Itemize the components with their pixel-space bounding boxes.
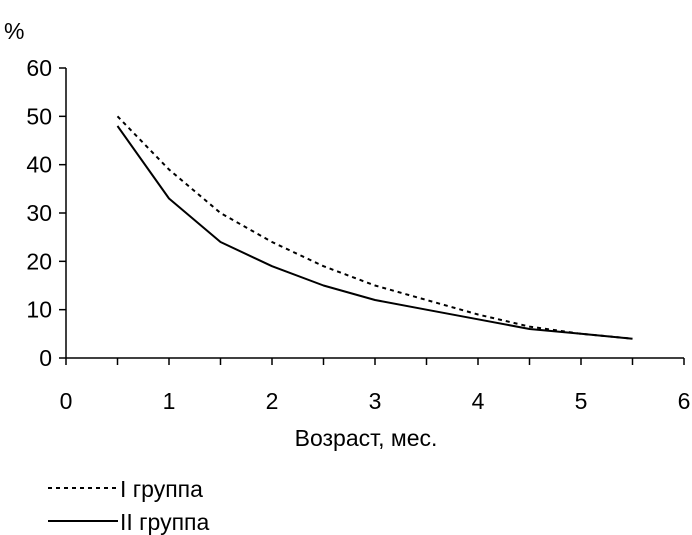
y-tick-label: 20	[26, 248, 52, 274]
y-tick-label: 0	[39, 345, 52, 371]
legend-item-1: I группа	[48, 476, 203, 502]
x-tick-label: 3	[369, 388, 382, 414]
x-axis-title: Возраст, мес.	[295, 425, 438, 451]
x-tick-label: 1	[163, 388, 176, 414]
chart-ticks: 0 10 20 30 40 50 60 0 1 2 3 4 5 6	[26, 55, 690, 414]
x-tick-label: 6	[678, 388, 691, 414]
y-tick-label: 40	[26, 152, 52, 178]
x-tick-label: 5	[575, 388, 588, 414]
legend-label-2: II группа	[120, 509, 210, 535]
x-tick-label: 2	[266, 388, 279, 414]
x-tick-label: 0	[60, 388, 73, 414]
y-tick-label: 10	[26, 297, 52, 323]
y-tick-label: 30	[26, 200, 52, 226]
series-line-2	[116, 125, 633, 340]
y-tick-label: 60	[26, 55, 52, 81]
y-tick-label: 50	[26, 103, 52, 129]
x-tick-label: 4	[472, 388, 485, 414]
chart-series	[116, 115, 633, 340]
legend-label-1: I группа	[120, 476, 203, 502]
legend: I группа II группа	[48, 476, 210, 535]
chart-axes	[65, 68, 684, 359]
series-line-1	[116, 115, 633, 340]
legend-item-2: II группа	[48, 509, 210, 535]
y-axis-title: %	[4, 18, 24, 44]
